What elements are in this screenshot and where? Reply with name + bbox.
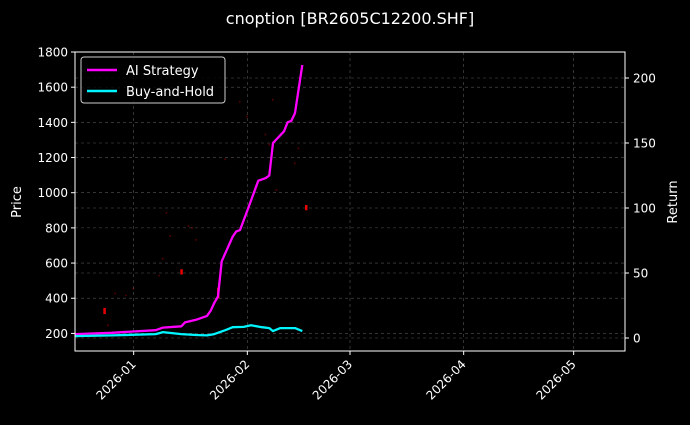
candle bbox=[195, 238, 197, 241]
y-right-tick-label: 0 bbox=[633, 332, 641, 346]
y-tick-label: 800 bbox=[45, 221, 68, 235]
candle bbox=[275, 189, 278, 191]
candle bbox=[264, 133, 267, 136]
y-right-tick-label: 200 bbox=[633, 72, 656, 86]
y-right-tick-label: 50 bbox=[633, 267, 648, 281]
y-axis-left: 200 400 600 800 1000 1200 1400 1600 1800 bbox=[37, 46, 75, 341]
candle bbox=[103, 307, 106, 315]
candle bbox=[187, 225, 190, 227]
candle bbox=[268, 143, 270, 146]
candle bbox=[246, 115, 248, 118]
y-right-tick-label: 100 bbox=[633, 202, 656, 216]
candle bbox=[305, 205, 308, 211]
candle bbox=[297, 147, 300, 150]
candle bbox=[191, 227, 193, 229]
candle bbox=[180, 269, 183, 275]
candle bbox=[294, 162, 296, 165]
series-lines bbox=[74, 64, 304, 338]
y-tick-label: 200 bbox=[45, 327, 68, 341]
y-axis-right: 0 50 100 150 200 bbox=[625, 72, 656, 346]
legend-label-ai-strategy: AI Strategy bbox=[126, 64, 199, 79]
legend-label-buy-and-hold: Buy-and-Hold bbox=[126, 85, 214, 100]
y-tick-label: 1600 bbox=[37, 81, 68, 95]
y-axis-right-label: Return bbox=[666, 180, 681, 223]
candle bbox=[272, 98, 274, 101]
candle bbox=[169, 234, 171, 237]
candle bbox=[158, 274, 160, 277]
candle bbox=[224, 158, 226, 161]
series-line-buy-and-hold bbox=[74, 324, 303, 338]
candle bbox=[165, 212, 168, 214]
candle bbox=[114, 292, 116, 295]
y-tick-label: 1200 bbox=[37, 151, 68, 165]
y-tick-label: 400 bbox=[45, 292, 68, 306]
chart-title: cnoption [BR2605C12200.SHF] bbox=[226, 9, 474, 28]
series-line-ai-strategy bbox=[74, 64, 304, 336]
y-tick-label: 600 bbox=[45, 257, 68, 271]
y-right-tick-label: 150 bbox=[633, 137, 656, 151]
candle bbox=[107, 324, 109, 327]
y-tick-label: 1800 bbox=[37, 46, 68, 60]
y-tick-label: 1400 bbox=[37, 116, 68, 130]
legend: AI Strategy Buy-and-Hold bbox=[80, 56, 226, 104]
candle bbox=[162, 257, 164, 260]
candle bbox=[125, 294, 127, 297]
y-tick-label: 1000 bbox=[37, 186, 68, 200]
y-axis-label: Price bbox=[10, 186, 25, 218]
candle bbox=[239, 100, 241, 103]
candle bbox=[132, 287, 135, 290]
